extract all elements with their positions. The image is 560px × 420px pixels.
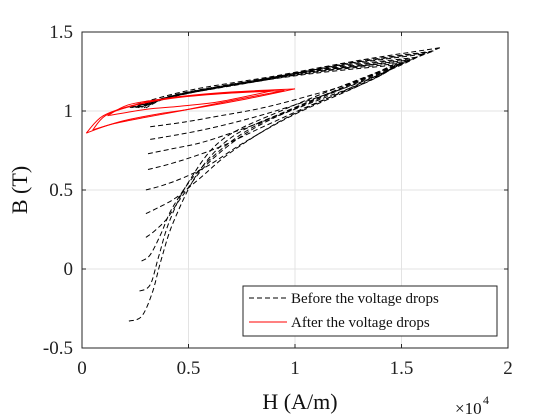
x-tick-label: 2	[503, 358, 513, 379]
loop-rise-branch	[128, 47, 440, 322]
y-tick-label: 0	[64, 259, 74, 280]
tick-marks	[81, 31, 509, 349]
loop-rise-branch	[92, 90, 285, 131]
loop-fall-branch	[128, 50, 434, 109]
loop-fall-branch	[107, 90, 274, 117]
loop-fall-branch	[141, 61, 402, 109]
loop-rise-branch	[147, 59, 407, 170]
y-tick-label: 1	[64, 101, 74, 122]
loop-fall-branch	[137, 58, 411, 109]
loop-rise-branch	[150, 64, 394, 128]
series-after	[85, 88, 296, 134]
y-tick-label: -0.5	[43, 338, 73, 359]
x-exponent: ×10 4	[455, 393, 489, 418]
loop-fall-branch	[132, 53, 423, 109]
series-before	[124, 47, 440, 322]
loop-rise-branch	[139, 50, 434, 292]
plot-area	[85, 47, 440, 322]
legend: Before the voltage drops After the volta…	[242, 285, 498, 337]
loop-rise-branch	[147, 61, 402, 155]
x-exponent-base: ×10	[455, 399, 482, 418]
x-axis-title: H (A/m)	[262, 389, 337, 414]
x-tick-label: 1.5	[390, 358, 414, 379]
legend-label-before: Before the voltage drops	[291, 291, 439, 307]
loop-rise-branch	[145, 58, 411, 191]
y-axis-title: B (T)	[7, 166, 32, 214]
loop-rise-branch	[145, 56, 417, 215]
x-exponent-power: 4	[483, 393, 489, 407]
x-tick-label: 1	[290, 358, 300, 379]
x-tick-label: 0.5	[177, 358, 201, 379]
legend-label-after: After the voltage drops	[291, 315, 430, 331]
y-tick-label: 0.5	[49, 180, 73, 201]
loop-fall-branch	[124, 47, 440, 109]
loop-rise-branch	[150, 63, 398, 140]
legend-box	[242, 285, 498, 337]
loop-rise-branch	[107, 90, 274, 117]
loop-rise-branch	[141, 52, 428, 262]
tick-labels: 0 0.5 1 1.5 2-0.500.511.5	[43, 22, 513, 379]
x-tick-label: 0	[77, 358, 87, 379]
y-tick-label: 1.5	[49, 22, 73, 43]
